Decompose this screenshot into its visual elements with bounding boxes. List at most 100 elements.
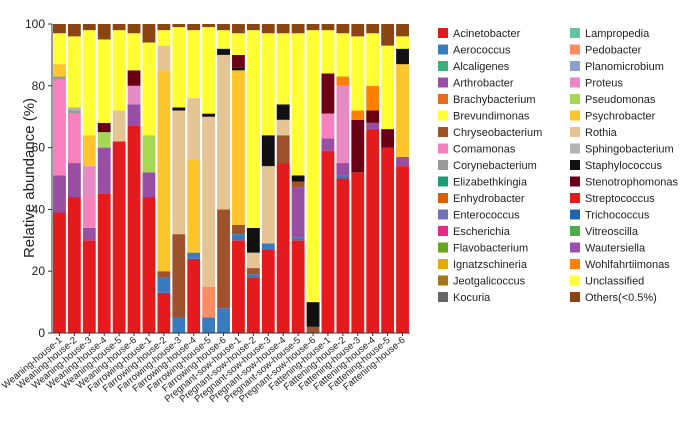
legend-swatch	[438, 160, 448, 170]
segment-others-0-5	[82, 24, 96, 31]
segment-others-0-5	[351, 24, 365, 37]
segment-aerococcus	[232, 234, 245, 241]
segment-comamonas	[67, 113, 81, 164]
segment-proteus	[336, 85, 350, 164]
legend-label: Elizabethkingia	[453, 177, 528, 189]
segment-wohlfahrtiimonas	[351, 110, 365, 120]
y-axis: 0 20 40 60 80 100	[25, 17, 53, 340]
segment-aerococcus	[246, 274, 260, 278]
legend-label: Streptococcus	[585, 193, 655, 205]
bar-fattening-house-1	[321, 24, 335, 333]
segment-others-0-5	[202, 24, 216, 28]
legend-item-chryseobacterium: Chryseobacterium	[438, 127, 542, 139]
segment-others-0-5	[291, 24, 305, 34]
legend-label: Chryseobacterium	[453, 127, 542, 139]
segment-staphylococcus	[306, 302, 320, 327]
legend-label: Comamonas	[453, 144, 516, 156]
legend-label: Jeotgalicoccus	[453, 276, 526, 288]
legend-label: Others(<0.5%)	[585, 292, 657, 304]
legend-item-jeotgalicoccus: Jeotgalicoccus	[438, 275, 526, 288]
legend-item-sphingobacterium: Sphingobacterium	[570, 143, 674, 156]
bar-weaning-house-6	[127, 24, 141, 333]
legend-item-wohlfahrtiimonas: Wohlfahrtiimonas	[570, 259, 670, 271]
legend-swatch	[570, 292, 580, 302]
legend-label: Unclassified	[585, 276, 644, 288]
segment-aerococcus	[336, 175, 350, 179]
segment-others-0-5	[381, 24, 395, 46]
segment-arthrobacter	[97, 147, 111, 194]
bar-farrowing-house-3	[172, 24, 186, 333]
legend-item-comamonas: Comamonas	[438, 143, 516, 156]
legend-item-trichococcus: Trichococcus	[570, 209, 650, 222]
legend-label: Aerococcus	[453, 45, 511, 57]
segment-psychrobacter	[187, 159, 201, 253]
segment-chryseobacterium	[157, 271, 171, 278]
legend-label: Escherichia	[453, 226, 511, 238]
legend-swatch	[438, 275, 448, 286]
segment-staphylococcus	[202, 113, 216, 117]
segment-others-0-5	[112, 24, 126, 31]
legend-label: Stenotrophomonas	[585, 177, 678, 189]
y-axis-label: Relative abundance (%)	[21, 98, 38, 258]
segment-others-0-5	[127, 24, 141, 34]
legend-item-flavobacterium: Flavobacterium	[438, 242, 528, 255]
legend-item-streptococcus: Streptococcus	[570, 193, 655, 205]
segment-sphingobacterium	[67, 107, 81, 111]
segment-staphylococcus	[217, 48, 230, 55]
legend-item-kocuria: Kocuria	[438, 292, 491, 304]
segment-unclassified	[246, 30, 260, 228]
legend-item-arthrobacter: Arthrobacter	[438, 77, 514, 90]
legend-swatch	[438, 259, 448, 269]
segment-stenotrophomonas	[321, 73, 335, 114]
segment-stenotrophomonas	[97, 122, 111, 133]
segment-acinetobacter	[261, 249, 275, 333]
bar-weaning-house-4	[97, 24, 111, 333]
legend-swatch	[570, 44, 580, 55]
segment-acinetobacter	[97, 193, 111, 333]
segment-arthrobacter	[321, 138, 335, 151]
legend-swatch	[438, 209, 448, 220]
segment-acinetobacter	[53, 212, 66, 333]
legend-item-planomicrobium: Planomicrobium	[570, 61, 664, 73]
legend-swatch	[438, 242, 448, 253]
segment-acinetobacter	[187, 258, 201, 333]
segment-pseudomonas	[97, 132, 111, 148]
y-tick-label: 20	[32, 264, 46, 278]
segment-chryseobacterium	[172, 234, 186, 318]
segment-aerococcus	[157, 277, 171, 293]
segment-others-0-5	[217, 24, 230, 31]
legend-swatch	[438, 226, 448, 236]
segment-acinetobacter	[276, 163, 290, 333]
segment-unclassified	[172, 27, 186, 108]
segment-chryseobacterium	[246, 268, 260, 275]
legend-swatch	[570, 77, 580, 88]
segment-arthrobacter	[53, 175, 66, 213]
segment-rothia	[217, 54, 230, 210]
segment-staphylococcus	[396, 48, 409, 65]
segment-psychrobacter	[396, 64, 409, 157]
segment-others-0-5	[261, 24, 275, 34]
legend-item-staphylococcus: Staphylococcus	[570, 160, 663, 172]
segment-rothia	[172, 110, 186, 235]
legend-swatch	[438, 127, 448, 137]
segment-stenotrophomonas	[381, 129, 395, 148]
legend-swatch	[438, 193, 448, 203]
legend-label: Staphylococcus	[585, 160, 663, 172]
bar-fattening-house-3	[351, 24, 365, 333]
legend-swatch	[570, 160, 580, 170]
legend-swatch	[570, 209, 580, 220]
legend-item-enterococcus: Enterococcus	[438, 209, 520, 222]
legend-label: Pseudomonas	[585, 94, 656, 106]
segment-aerococcus	[172, 317, 186, 333]
y-tick-label: 0	[38, 326, 45, 340]
segment-arthrobacter	[366, 122, 380, 130]
legend-item-pseudomonas: Pseudomonas	[570, 94, 656, 106]
bar-pregnant-sow-house-4	[276, 24, 290, 333]
legend-item-vitreoscilla: Vitreoscilla	[570, 226, 639, 238]
segment-chryseobacterium	[306, 326, 320, 333]
segment-unclassified	[202, 27, 216, 114]
segment-stenotrophomonas	[232, 54, 245, 68]
bar-farrowing-house-5	[202, 24, 216, 333]
segment-staphylococcus	[276, 104, 290, 120]
